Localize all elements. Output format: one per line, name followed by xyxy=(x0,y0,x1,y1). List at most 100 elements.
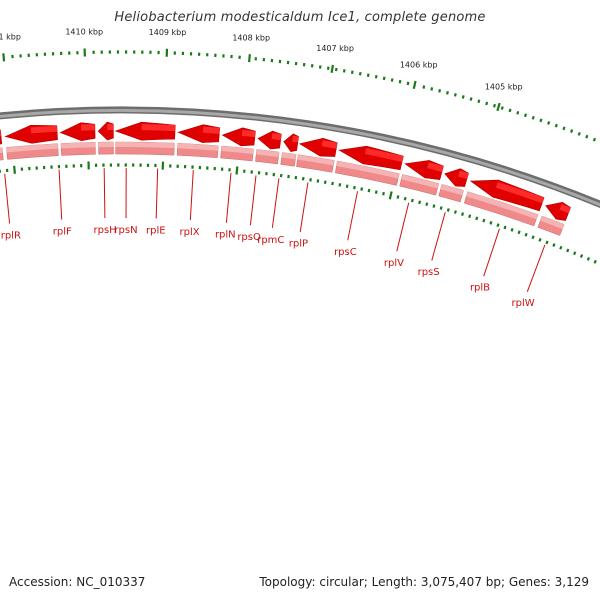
gene-highlight xyxy=(141,124,176,132)
gene-label-rplX: rplX xyxy=(180,227,200,238)
secondary-block-highlight xyxy=(540,216,565,229)
kbp-minor-tick xyxy=(390,78,394,82)
inner-minor-tick xyxy=(360,187,364,191)
inner-minor-tick xyxy=(432,204,436,208)
inner-minor-tick xyxy=(461,212,465,216)
secondary-block-highlight xyxy=(0,147,3,154)
gene-label-rplN: rplN xyxy=(215,230,236,241)
gene-arrow-rplN xyxy=(221,127,256,147)
gene-label-rpmC: rpmC xyxy=(257,235,284,246)
secondary-block-rpsC xyxy=(334,160,400,186)
gene-label-rplB: rplB xyxy=(470,283,490,294)
secondary-block-rpsS xyxy=(438,184,464,203)
gene-label-line xyxy=(225,172,232,223)
gene-label-line xyxy=(249,175,257,226)
gene-body xyxy=(221,127,256,147)
kbp-minor-tick xyxy=(539,118,543,123)
gene-label-rpsS: rpsS xyxy=(418,267,440,278)
kbp-minor-tick xyxy=(531,115,535,120)
inner-minor-tick xyxy=(517,230,521,235)
inner-minor-tick xyxy=(403,196,407,201)
kbp-label: 1408 kbp xyxy=(232,33,270,42)
gene-arrow-rpsS xyxy=(444,168,469,187)
backbone-highlight xyxy=(0,109,600,207)
kbp-major-tick xyxy=(2,53,6,62)
kbp-minor-tick xyxy=(492,103,496,108)
gene-arrow-rpmC xyxy=(283,133,299,152)
gene-label-line xyxy=(103,168,106,219)
gene-label-line xyxy=(155,168,159,219)
inner-minor-tick xyxy=(579,254,584,258)
kbp-label: 1406 kbp xyxy=(400,60,438,69)
kbp-major-tick xyxy=(247,54,251,63)
kbp-ruler: 1411 kbp 1410 kbp 1409 kbp 1408 kbp 1407 kbp… xyxy=(0,28,597,264)
inner-minor-tick xyxy=(453,210,457,214)
secondary-block-rplP xyxy=(296,154,335,173)
inner-minor-tick xyxy=(396,195,400,199)
secondary-block-rpmC xyxy=(280,152,297,167)
gene-highlight xyxy=(559,204,571,214)
genome-backbone xyxy=(0,106,600,208)
gene-label-rpsH: rpsH xyxy=(93,225,116,236)
gene-highlight xyxy=(458,170,469,179)
gene-arrow-rplP xyxy=(299,137,338,157)
secondary-block-rpsN xyxy=(98,141,114,155)
secondary-block-rplV xyxy=(399,174,440,196)
kbp-minor-tick xyxy=(469,97,473,101)
gene-label-rpsQ: rpsQ xyxy=(237,232,261,243)
gene-label-line xyxy=(4,173,11,224)
secondary-block-highlight xyxy=(115,142,175,149)
gene-highlight xyxy=(364,148,404,163)
kbp-label: 1409 kbp xyxy=(149,28,187,37)
gene-label-line xyxy=(299,182,309,232)
secondary-block-highlight xyxy=(60,142,96,149)
gene-highlight xyxy=(241,129,256,138)
topology-text: Topology: circular; Length: 3,075,407 bp… xyxy=(259,575,589,589)
gene-label-line xyxy=(483,228,500,277)
inner-minor-tick xyxy=(552,243,556,247)
inner-minor-tick xyxy=(374,190,378,194)
secondary-block-highlight xyxy=(98,142,114,148)
inner-minor-tick xyxy=(345,184,349,188)
kbp-minor-tick xyxy=(430,87,434,91)
kbp-minor-tick xyxy=(508,108,512,113)
gene-label-rplP: rplP xyxy=(289,239,308,250)
inner-minor-tick xyxy=(439,206,443,210)
inner-minor-tick xyxy=(309,178,312,182)
gene-label-line xyxy=(431,212,446,261)
gene-arrow-rplV xyxy=(404,160,444,181)
inner-minor-tick xyxy=(418,200,422,205)
gene-highlight xyxy=(30,125,58,134)
gene-highlight xyxy=(271,133,282,141)
kbp-minor-tick xyxy=(406,81,410,86)
inner-minor-tick xyxy=(353,185,356,190)
kbp-minor-tick xyxy=(398,79,402,84)
gene-label-rpsN: rpsN xyxy=(114,225,137,236)
kbp-minor-tick xyxy=(592,137,597,142)
kbp-minor-tick xyxy=(422,85,426,89)
secondary-block-highlight xyxy=(281,152,297,160)
gene-body xyxy=(177,124,221,143)
inner-major-tick xyxy=(235,166,239,175)
secondary-block-rpsH xyxy=(60,142,96,156)
kbp-minor-tick xyxy=(438,89,442,93)
secondary-block-rplW xyxy=(537,215,565,236)
kbp-minor-tick xyxy=(382,76,386,81)
inner-minor-tick xyxy=(573,251,577,256)
gene-arrow-rpsH xyxy=(59,122,96,141)
inner-minor-tick xyxy=(531,235,535,240)
inner-minor-tick xyxy=(538,237,542,242)
inner-minor-tick xyxy=(410,198,414,203)
kbp-minor-tick xyxy=(547,121,551,125)
secondary-block-highlight xyxy=(401,174,439,189)
kbp-minor-tick xyxy=(554,123,558,128)
inner-minor-tick xyxy=(503,225,507,230)
kbp-major-tick xyxy=(496,102,501,112)
gene-highlight xyxy=(202,126,220,134)
secondary-block-highlight xyxy=(256,149,280,158)
gene-body xyxy=(338,145,404,171)
secondary-block-rplF xyxy=(6,143,59,160)
gene-arrow-rplW xyxy=(545,201,571,221)
inner-minor-tick xyxy=(586,257,591,261)
